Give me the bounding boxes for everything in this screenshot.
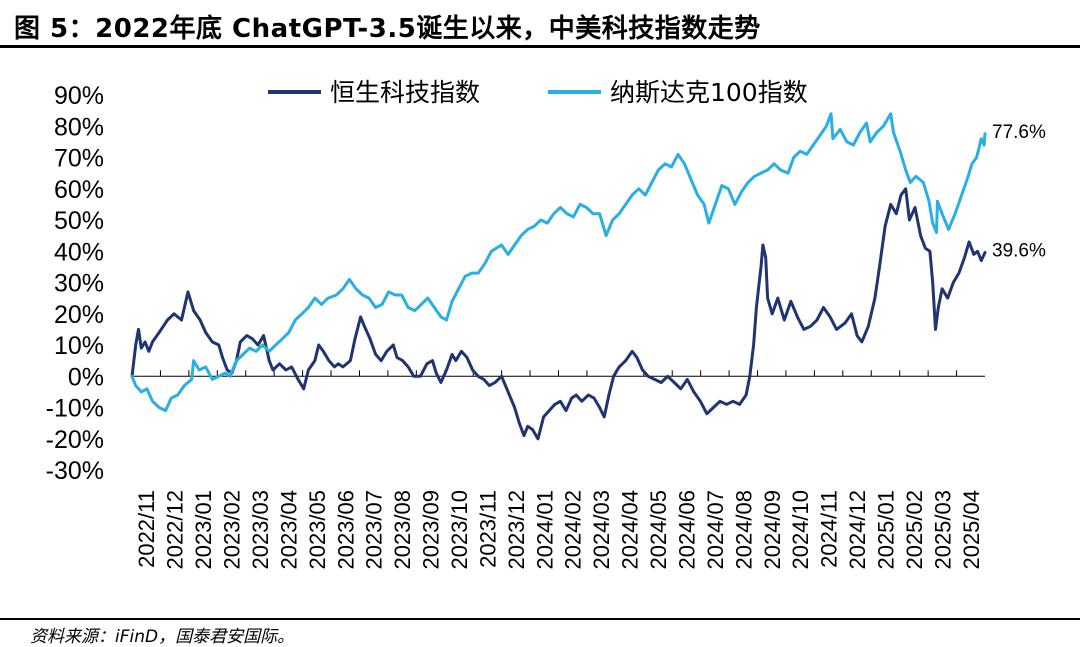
source-note: 资料来源：iFinD，国泰君安国际。: [30, 627, 295, 647]
x-tick-label: 2024/12: [845, 490, 870, 570]
y-tick-label: -30%: [46, 457, 104, 485]
x-tick-label: 2023/01: [191, 490, 216, 570]
x-tick-label: 2024/06: [674, 490, 699, 570]
y-tick-label: 50%: [54, 207, 104, 235]
y-tick-label: 80%: [54, 113, 104, 141]
x-tick-label: 2022/11: [134, 490, 159, 568]
series-lines: [130, 112, 987, 441]
x-tick-label: 2023/05: [305, 490, 330, 570]
title-divider: [0, 45, 1080, 48]
y-tick-label: 30%: [54, 270, 104, 298]
x-tick-label: 2023/06: [333, 490, 358, 570]
y-tick-label: -10%: [46, 395, 104, 423]
x-tick-label: 2024/10: [788, 490, 813, 570]
y-tick-label: 70%: [54, 145, 104, 173]
series-end-label: 77.6%: [992, 122, 1046, 143]
x-tick-label: 2024/05: [646, 490, 671, 570]
x-tick-label: 2024/11: [817, 490, 842, 568]
x-tick-label: 2024/08: [731, 490, 756, 570]
x-tick-label: 2025/02: [902, 490, 927, 570]
series-line-0: [130, 187, 987, 441]
x-tick-label: 2024/02: [561, 490, 586, 570]
x-tick-label: 2023/12: [504, 490, 529, 570]
legend-label: 纳斯达克100指数: [610, 78, 808, 107]
y-tick-label: -20%: [46, 426, 104, 454]
y-tick-label: 20%: [54, 301, 104, 329]
x-tick-label: 2024/09: [760, 490, 785, 570]
x-tick-label: 2023/10: [447, 490, 472, 570]
series-end-labels: 39.6% 77.6%: [992, 122, 1046, 262]
y-tick-label: 40%: [54, 238, 104, 266]
x-axis-tick-marks: [159, 370, 958, 377]
x-tick-label: 2025/01: [873, 490, 898, 570]
series-end-label: 39.6%: [992, 241, 1046, 262]
x-tick-label: 2023/08: [390, 490, 415, 570]
y-tick-label: 90%: [54, 82, 104, 110]
legend: 恒生科技指数 纳斯达克100指数: [268, 78, 808, 107]
x-tick-label: 2024/07: [703, 490, 728, 570]
figure-title: 图 5：2022年底 ChatGPT-3.5诞生以来，中美科技指数走势: [14, 14, 761, 44]
x-tick-label: 2023/02: [220, 490, 245, 570]
x-tick-label: 2025/04: [959, 490, 984, 570]
x-tick-label: 2024/04: [618, 490, 643, 570]
x-tick-label: 2022/12: [163, 490, 188, 570]
legend-label: 恒生科技指数: [330, 78, 480, 107]
y-tick-label: 0%: [68, 363, 104, 391]
x-tick-label: 2024/01: [532, 490, 557, 570]
y-axis-tick-labels: 90% 80% 70% 60% 50% 40% 30% 20% 10% 0% -10% -20% -30…: [46, 82, 104, 485]
x-tick-label: 2025/03: [930, 490, 955, 570]
y-tick-label: 60%: [54, 176, 104, 204]
x-tick-label: 2023/09: [419, 490, 444, 570]
x-tick-label: 2023/07: [362, 490, 387, 570]
x-tick-label: 2023/04: [276, 490, 301, 570]
figure-title-bar: 图 5：2022年底 ChatGPT-3.5诞生以来，中美科技指数走势: [0, 0, 1080, 48]
x-tick-label: 2024/03: [589, 490, 614, 570]
x-tick-label: 2023/11: [475, 490, 500, 568]
source-divider: [0, 618, 1080, 620]
series-line-1: [130, 112, 987, 413]
x-tick-label: 2023/03: [248, 490, 273, 570]
x-axis-tick-labels: 2022/11 2022/12 2023/01 2023/02 2023/03 2023/…: [134, 490, 984, 570]
y-tick-label: 10%: [54, 332, 104, 360]
